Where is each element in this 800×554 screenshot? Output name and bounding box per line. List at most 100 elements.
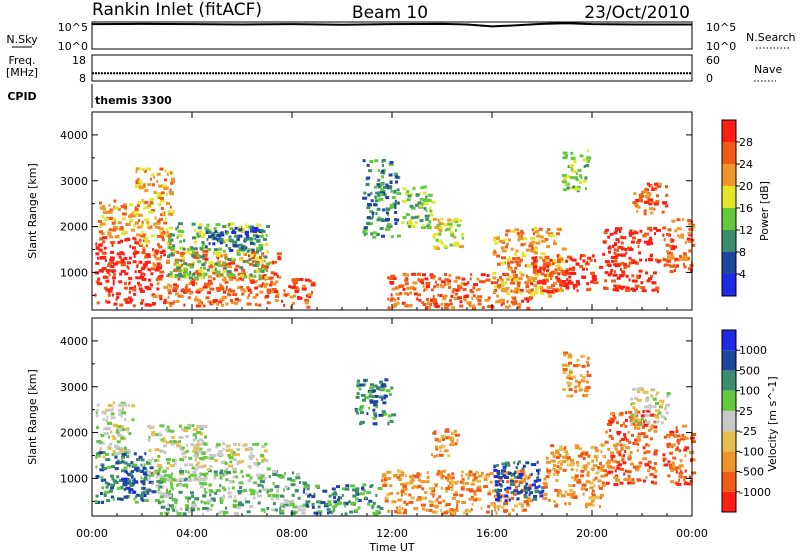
power-cell <box>565 154 568 158</box>
power-cell <box>123 298 127 302</box>
velocity-cell <box>252 454 256 458</box>
power-cell <box>454 217 460 221</box>
power-cell <box>256 239 261 243</box>
power-cell <box>94 293 97 297</box>
power-cell <box>115 297 118 301</box>
power-cell <box>557 277 561 281</box>
power-cell <box>147 254 151 258</box>
noise-right-tick-bottom: 10^0 <box>706 40 736 53</box>
power-cell <box>426 306 432 309</box>
velocity-cell <box>120 457 123 461</box>
velocity-cell <box>181 446 185 450</box>
power-cell <box>625 286 630 290</box>
station-title: Rankin Inlet (fitACF) <box>92 0 262 20</box>
power-cell <box>642 190 648 194</box>
velocity-cell <box>649 437 653 441</box>
power-cell <box>256 269 260 273</box>
power-cell <box>655 200 658 204</box>
power-cell <box>284 293 288 297</box>
power-cell <box>171 247 175 251</box>
power-cell <box>517 284 521 288</box>
power-cell <box>207 300 210 304</box>
power-cell <box>271 290 276 294</box>
power-cell <box>512 297 517 300</box>
power-cell <box>586 267 588 271</box>
velocity-cell <box>106 415 109 419</box>
power-cell <box>253 242 256 246</box>
power-cell <box>108 203 111 207</box>
velocity-cell <box>537 472 540 475</box>
power-cell <box>218 300 223 304</box>
power-cell <box>365 183 370 186</box>
velocity-cell <box>543 493 547 497</box>
velocity-cell <box>478 485 482 489</box>
noise-series <box>91 22 692 28</box>
power-cell <box>619 235 623 239</box>
power-cell <box>504 273 510 277</box>
velocity-cell <box>646 450 651 454</box>
power-cell <box>568 281 574 285</box>
power-cell <box>515 249 519 253</box>
velocity-cell <box>593 484 596 488</box>
power-cell <box>509 260 514 264</box>
velocity-cell <box>439 449 442 453</box>
velocity-cell <box>140 491 144 495</box>
velocity-cell <box>446 478 450 482</box>
velocity-cell <box>669 451 674 455</box>
power-cell <box>250 280 256 284</box>
power-cell <box>121 212 127 216</box>
power-cell <box>219 241 223 245</box>
power-cell <box>396 286 400 290</box>
velocity-cell <box>311 502 315 506</box>
velocity-cell <box>580 474 585 478</box>
velocity-cell <box>476 479 482 483</box>
power-cell <box>650 211 654 215</box>
power-cell <box>134 241 138 245</box>
velocity-cell <box>272 502 276 506</box>
velocity-cell <box>133 452 137 456</box>
power-cell <box>562 173 567 177</box>
power-cell <box>646 192 652 196</box>
power-cell <box>237 226 242 230</box>
power-cell <box>252 253 257 257</box>
power-cell <box>138 238 142 242</box>
power-cell <box>397 297 400 301</box>
velocity-cell <box>302 490 305 494</box>
power-cell <box>428 198 432 202</box>
power-cell <box>363 226 368 230</box>
velocity-cell <box>546 467 549 471</box>
velocity-cell <box>544 485 548 489</box>
power-cell <box>425 209 428 213</box>
velocity-cell <box>487 505 491 509</box>
power-cell <box>651 201 655 205</box>
velocity-cell <box>440 474 445 478</box>
power-cell <box>245 246 248 250</box>
velocity-cell <box>111 434 115 438</box>
power-cell <box>538 239 541 243</box>
velocity-cell <box>156 469 161 473</box>
power-cell <box>377 194 381 198</box>
velocity-cell <box>626 470 632 474</box>
power-cell <box>218 247 222 251</box>
power-cell <box>191 283 195 287</box>
velocity-cell <box>628 415 634 419</box>
power-cell <box>262 229 266 233</box>
velocity-cell <box>123 447 127 450</box>
power-cell <box>219 254 223 258</box>
power-cell <box>115 260 121 264</box>
power-cell <box>662 257 666 261</box>
power-cell <box>382 185 388 189</box>
velocity-cell <box>530 463 536 467</box>
power-cell <box>376 218 381 222</box>
velocity-cell <box>607 423 612 426</box>
velocity-cell <box>467 476 470 480</box>
velocity-cell <box>146 488 150 492</box>
power-cell <box>378 197 384 201</box>
power-cell <box>174 275 178 279</box>
power-cell <box>173 249 177 253</box>
velocity-cell <box>151 430 156 434</box>
power-cell <box>188 252 193 256</box>
power-cell <box>176 266 182 270</box>
power-cell <box>231 289 236 293</box>
